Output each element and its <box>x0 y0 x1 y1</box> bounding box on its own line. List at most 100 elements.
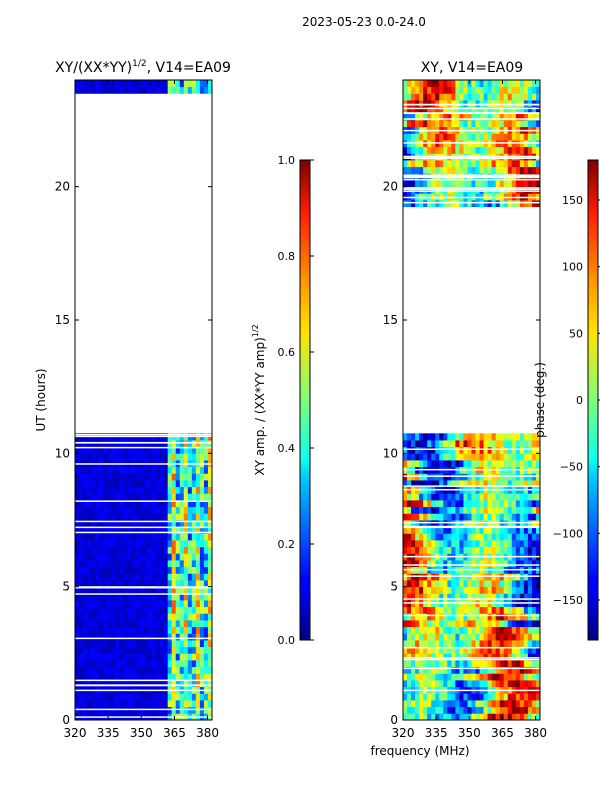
heatmap-cell <box>519 640 525 648</box>
heatmap-cell <box>451 626 456 634</box>
heatmap-cell <box>439 180 444 188</box>
heatmap-cell <box>511 540 517 548</box>
heatmap-cell <box>207 640 212 648</box>
heatmap-cell <box>535 433 540 441</box>
heatmap-cell <box>159 80 165 88</box>
heatmap-cell <box>495 120 501 128</box>
heatmap-cell <box>91 486 96 494</box>
heatmap-cell <box>459 633 464 641</box>
heatmap-cell <box>471 513 476 521</box>
heatmap-cell <box>183 606 189 614</box>
heatmap-cell <box>183 700 189 708</box>
heatmap-cell <box>75 586 80 594</box>
flag-stripe <box>403 175 540 178</box>
heatmap-cell <box>207 620 212 628</box>
heatmap-cell <box>459 640 464 648</box>
heatmap-cell <box>471 133 476 141</box>
heatmap-cell <box>103 600 108 608</box>
heatmap-cell <box>159 506 165 514</box>
heatmap-cell <box>407 160 412 168</box>
heatmap-cell <box>207 660 212 668</box>
heatmap-cell <box>451 653 456 661</box>
x-tick-label: 320 <box>64 726 87 740</box>
heatmap-cell <box>527 120 533 128</box>
heatmap-cell <box>527 673 533 681</box>
heatmap-cell <box>191 526 197 534</box>
heatmap-cell <box>99 586 104 594</box>
heatmap-cell <box>435 700 440 708</box>
heatmap-cell <box>203 486 209 494</box>
heatmap-cell <box>175 513 181 521</box>
heatmap-cell <box>495 433 501 441</box>
heatmap-cell <box>183 680 189 688</box>
heatmap-cell <box>75 493 80 501</box>
heatmap-cell <box>91 580 96 588</box>
heatmap-cell <box>427 440 432 448</box>
heatmap-cell <box>427 506 432 514</box>
heatmap-cell <box>127 620 132 628</box>
heatmap-cell <box>107 586 112 594</box>
heatmap-cell <box>491 113 497 121</box>
heatmap-cell <box>423 546 428 554</box>
heatmap-cell <box>407 706 412 714</box>
heatmap-cell <box>91 480 96 488</box>
heatmap-cell <box>187 466 193 474</box>
heatmap-cell <box>83 526 88 534</box>
heatmap-cell <box>123 80 128 88</box>
heatmap-cell <box>523 700 529 708</box>
heatmap-cell <box>207 666 212 674</box>
heatmap-cell <box>475 160 480 168</box>
heatmap-cell <box>467 180 472 188</box>
heatmap-cell <box>467 680 472 688</box>
heatmap-cell <box>119 480 124 488</box>
heatmap-cell <box>459 533 464 541</box>
heatmap-cell <box>483 200 489 208</box>
heatmap-cell <box>431 666 436 674</box>
heatmap-cell <box>479 453 484 461</box>
heatmap-cell <box>171 653 177 661</box>
heatmap-cell <box>471 446 476 454</box>
heatmap-cell <box>91 520 96 528</box>
heatmap-cell <box>483 186 489 194</box>
heatmap-cell <box>91 553 96 561</box>
heatmap-cell <box>535 86 540 94</box>
flag-stripe <box>75 684 212 686</box>
heatmap-cell <box>519 200 525 208</box>
heatmap-cell <box>419 160 424 168</box>
heatmap-cell <box>515 706 521 714</box>
heatmap-cell <box>195 80 201 88</box>
heatmap-cell <box>183 626 189 634</box>
heatmap-cell <box>163 466 169 474</box>
heatmap-cell <box>459 586 464 594</box>
heatmap-cell <box>191 493 197 501</box>
heatmap-cell <box>439 146 444 154</box>
heatmap-cell <box>107 693 112 701</box>
heatmap-cell <box>95 533 100 541</box>
heatmap-cell <box>479 640 484 648</box>
heatmap-cell <box>95 646 100 654</box>
heatmap-cell <box>167 513 173 521</box>
heatmap-cell <box>107 600 112 608</box>
heatmap-cell <box>467 613 472 621</box>
heatmap-cell <box>531 186 537 194</box>
heatmap-cell <box>99 480 104 488</box>
heatmap-cell <box>203 480 209 488</box>
heatmap-cell <box>507 700 513 708</box>
heatmap-cell <box>491 620 497 628</box>
heatmap-cell <box>79 700 84 708</box>
heatmap-cell <box>431 113 436 121</box>
heatmap-cell <box>447 506 452 514</box>
heatmap-cell <box>447 680 452 688</box>
heatmap-cell <box>451 133 456 141</box>
heatmap-cell <box>171 620 177 628</box>
heatmap-cell <box>515 133 521 141</box>
heatmap-cell <box>107 580 112 588</box>
heatmap-cell <box>499 626 505 634</box>
heatmap-cell <box>427 480 432 488</box>
heatmap-cell <box>479 613 484 621</box>
heatmap-cell <box>467 100 472 108</box>
heatmap-cell <box>135 513 140 521</box>
heatmap-cell <box>503 586 509 594</box>
heatmap-cell <box>503 660 509 668</box>
heatmap-cell <box>423 480 428 488</box>
